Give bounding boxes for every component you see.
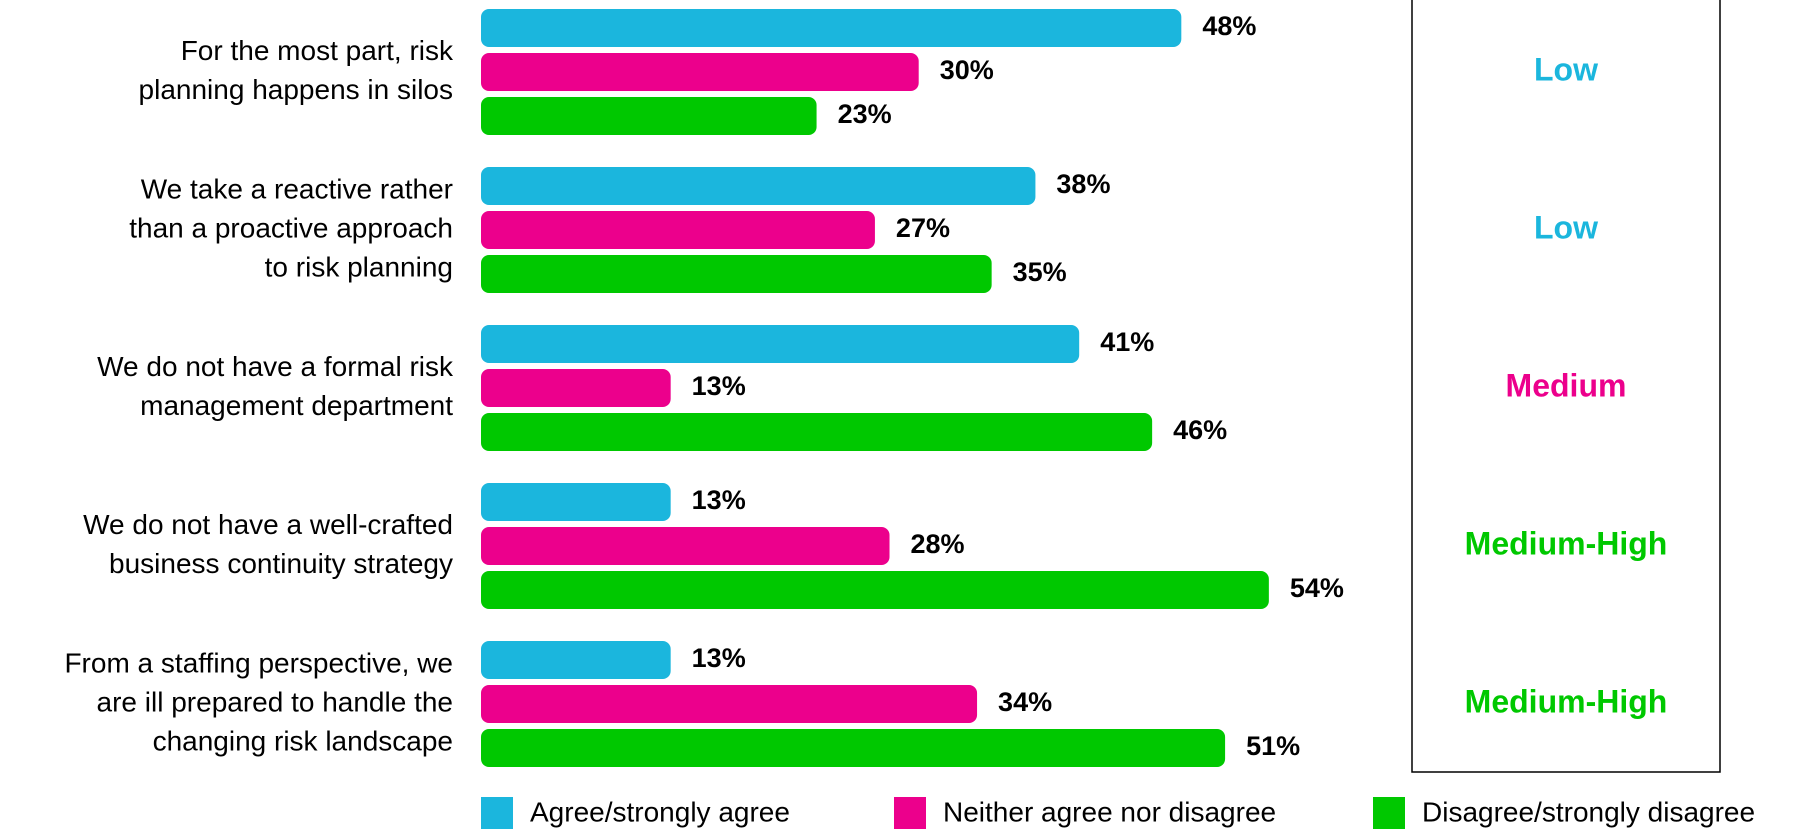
bar bbox=[481, 729, 1226, 767]
value-label: 48% bbox=[1202, 11, 1256, 41]
category-label: to risk planning bbox=[265, 251, 453, 282]
rating-label: Medium-High bbox=[1465, 683, 1668, 719]
bar bbox=[481, 641, 671, 679]
rating-label: Medium bbox=[1506, 367, 1627, 403]
bar bbox=[481, 211, 875, 249]
bar bbox=[481, 167, 1036, 205]
category-label: We take a reactive rather bbox=[141, 173, 453, 204]
value-label: 38% bbox=[1056, 169, 1110, 199]
value-label: 27% bbox=[896, 213, 950, 243]
bar bbox=[481, 9, 1182, 47]
value-label: 41% bbox=[1100, 327, 1154, 357]
value-label: 54% bbox=[1290, 573, 1344, 603]
value-label: 13% bbox=[692, 371, 746, 401]
category-label: than a proactive approach bbox=[129, 212, 453, 243]
value-label: 13% bbox=[692, 643, 746, 673]
category-label: planning happens in silos bbox=[139, 74, 453, 105]
value-label: 46% bbox=[1173, 415, 1227, 445]
category-label: business continuity strategy bbox=[109, 548, 453, 579]
bar bbox=[481, 97, 817, 135]
value-label: 30% bbox=[940, 55, 994, 85]
rating-label: Low bbox=[1534, 51, 1598, 87]
category-label: From a staffing perspective, we bbox=[64, 647, 453, 678]
rating-label: Medium-High bbox=[1465, 525, 1668, 561]
value-label: 51% bbox=[1246, 731, 1300, 761]
legend-label: Disagree/strongly disagree bbox=[1422, 796, 1755, 827]
bar bbox=[481, 527, 890, 565]
legend-swatch bbox=[894, 797, 926, 829]
category-label: For the most part, risk bbox=[181, 35, 454, 66]
category-label: changing risk landscape bbox=[153, 725, 453, 756]
value-label: 28% bbox=[911, 529, 965, 559]
bar bbox=[481, 325, 1080, 363]
bar bbox=[481, 685, 978, 723]
bar bbox=[481, 571, 1269, 609]
value-label: 13% bbox=[692, 485, 746, 515]
value-label: 35% bbox=[1013, 257, 1067, 287]
bar bbox=[481, 413, 1153, 451]
category-label: are ill prepared to handle the bbox=[97, 686, 453, 717]
category-label: We do not have a well-crafted bbox=[83, 509, 453, 540]
value-label: 34% bbox=[998, 687, 1052, 717]
bar bbox=[481, 53, 919, 91]
legend-label: Neither agree nor disagree bbox=[943, 796, 1276, 827]
category-label: management department bbox=[140, 390, 453, 421]
legend-label: Agree/strongly agree bbox=[530, 796, 790, 827]
bar bbox=[481, 255, 992, 293]
rating-label: Low bbox=[1534, 209, 1598, 245]
legend-swatch bbox=[1373, 797, 1405, 829]
rating-box bbox=[1411, 0, 1721, 773]
category-label: We do not have a formal risk bbox=[97, 351, 454, 382]
value-label: 23% bbox=[838, 99, 892, 129]
legend-swatch bbox=[481, 797, 513, 829]
bar bbox=[481, 369, 671, 407]
bar bbox=[481, 483, 671, 521]
